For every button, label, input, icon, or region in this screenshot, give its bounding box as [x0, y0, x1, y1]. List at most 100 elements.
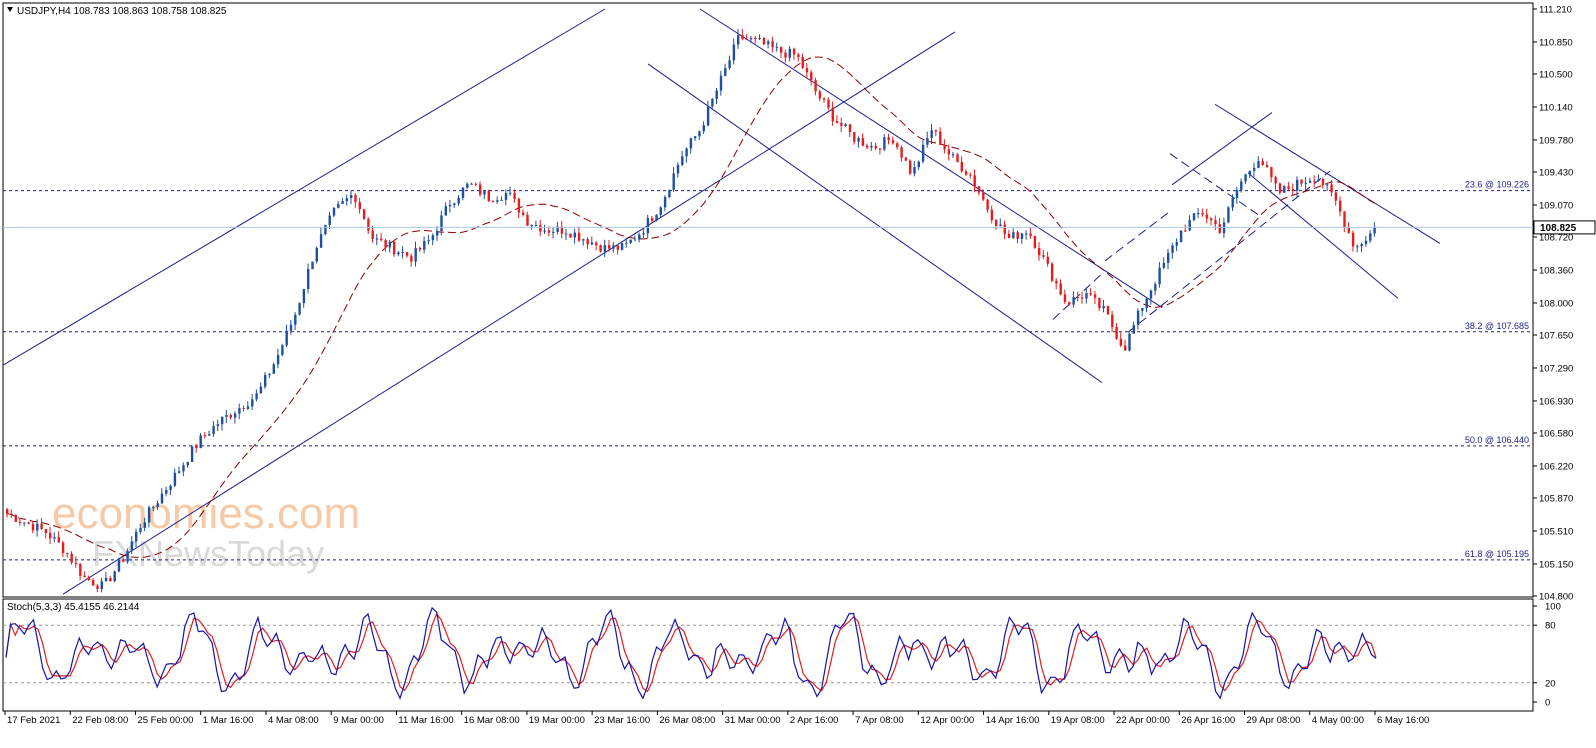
- candle-body: [1115, 327, 1118, 339]
- candle-body: [870, 145, 873, 148]
- candle-body: [694, 136, 697, 139]
- candle-body: [848, 124, 852, 132]
- candle-body: [934, 130, 938, 132]
- time-tick-label: 17 Feb 2021: [7, 715, 60, 726]
- candle-body: [61, 542, 65, 554]
- candle-body: [178, 471, 181, 473]
- candle-body: [156, 503, 159, 508]
- candle-body: [14, 514, 17, 522]
- candle-body: [930, 130, 933, 138]
- candle-body: [87, 577, 91, 581]
- candle-body: [371, 230, 374, 240]
- candle-body: [491, 201, 495, 203]
- candle-body: [147, 507, 151, 523]
- candle-body: [10, 513, 13, 515]
- candle-body: [767, 41, 770, 45]
- price-tick-label: 105.870: [1539, 494, 1573, 505]
- candle-body: [917, 161, 920, 168]
- stoch-tick-label: 80: [1545, 621, 1556, 632]
- candle-body: [341, 201, 344, 204]
- price-pane[interactable]: [2, 2, 1534, 598]
- time-tick-label: 14 Apr 16:00: [986, 715, 1040, 726]
- candle-body: [590, 242, 594, 245]
- candle-body: [921, 144, 925, 162]
- symbol-dropdown-icon[interactable]: [7, 7, 13, 12]
- candle-body: [1304, 182, 1307, 184]
- stoch-pane[interactable]: [2, 598, 1534, 712]
- candle-body: [276, 354, 280, 365]
- candle-body: [350, 195, 353, 199]
- candle-body: [427, 240, 430, 242]
- candle-body: [285, 330, 288, 346]
- candle-body: [530, 225, 533, 227]
- candle-body: [599, 245, 602, 252]
- candle-body: [444, 206, 447, 216]
- time-tick-label: 2 Apr 16:00: [790, 715, 839, 726]
- candle-body: [100, 581, 103, 589]
- candle-body: [1055, 280, 1058, 284]
- time-tick-label: 11 Mar 16:00: [398, 715, 453, 726]
- stoch-signal-line: [5, 612, 1377, 693]
- price-tick-label: 109.430: [1539, 168, 1573, 179]
- candle-body: [1119, 338, 1123, 346]
- candle-body: [943, 144, 946, 150]
- candle-body: [685, 148, 688, 157]
- candle-body: [887, 137, 890, 141]
- candle-body: [152, 507, 155, 509]
- candle-body: [1046, 256, 1049, 264]
- candle-body: [1313, 180, 1316, 182]
- candle-body: [354, 195, 357, 203]
- candle-body: [754, 38, 757, 40]
- trend-channel-line: [1127, 170, 1331, 333]
- candle-body: [810, 72, 813, 81]
- candle-body: [1111, 314, 1114, 328]
- candle-body: [1231, 198, 1234, 208]
- price-tick-label: 108.720: [1539, 233, 1573, 244]
- candle-body: [1291, 188, 1295, 191]
- candle-body: [1175, 242, 1178, 246]
- time-tick-label: 12 Apr 00:00: [920, 715, 974, 726]
- candle-body: [362, 209, 366, 219]
- candle-body: [1321, 179, 1325, 186]
- candle-body: [143, 522, 146, 529]
- candle-body: [401, 252, 404, 254]
- time-axis: 17 Feb 2021 22 Feb 08:00 25 Feb 00:00 1 Mar…: [4, 711, 1429, 726]
- fib-level-label: 50.0 @ 106.440: [1465, 435, 1529, 445]
- candle-body: [165, 489, 168, 494]
- candle-body: [1270, 167, 1273, 178]
- candle-body: [1244, 174, 1247, 182]
- candle-body: [1257, 161, 1260, 168]
- time-tick-label: 7 Apr 08:00: [855, 715, 904, 726]
- candle-body: [216, 424, 220, 427]
- candle-body: [612, 245, 615, 249]
- candle-body: [513, 192, 516, 199]
- candle-body: [195, 446, 198, 449]
- time-tick-label: 1 Mar 16:00: [203, 715, 254, 726]
- candle-body: [311, 261, 314, 270]
- candle-body: [315, 247, 318, 262]
- candle-body: [706, 106, 710, 126]
- watermark-secondary: FXNewsToday: [92, 533, 324, 574]
- candle-body: [461, 187, 465, 198]
- time-tick-label: 16 Mar 08:00: [464, 715, 520, 726]
- candle-body: [547, 230, 551, 233]
- candle-body: [1240, 181, 1243, 191]
- candle-body: [857, 138, 860, 142]
- candle-body: [487, 191, 490, 202]
- candle-body: [758, 38, 761, 40]
- candle-body: [509, 192, 512, 194]
- price-axis: 111.210 110.850 110.500 110.140 109.780 109.4…: [1533, 5, 1573, 603]
- candle-body: [1205, 214, 1209, 219]
- candle-body: [225, 415, 228, 417]
- candle-body: [139, 528, 142, 532]
- candle-body: [251, 399, 254, 407]
- candle-body: [1201, 213, 1204, 215]
- candle-body: [109, 577, 112, 582]
- candle-body: [1369, 233, 1372, 241]
- candle-body: [616, 245, 619, 250]
- candle-body: [788, 48, 791, 58]
- candle-body: [1158, 267, 1161, 285]
- price-header: USDJPY,H4 108.783 108.863 108.758 108.82…: [17, 6, 227, 17]
- price-tick-label: 110.500: [1539, 70, 1573, 81]
